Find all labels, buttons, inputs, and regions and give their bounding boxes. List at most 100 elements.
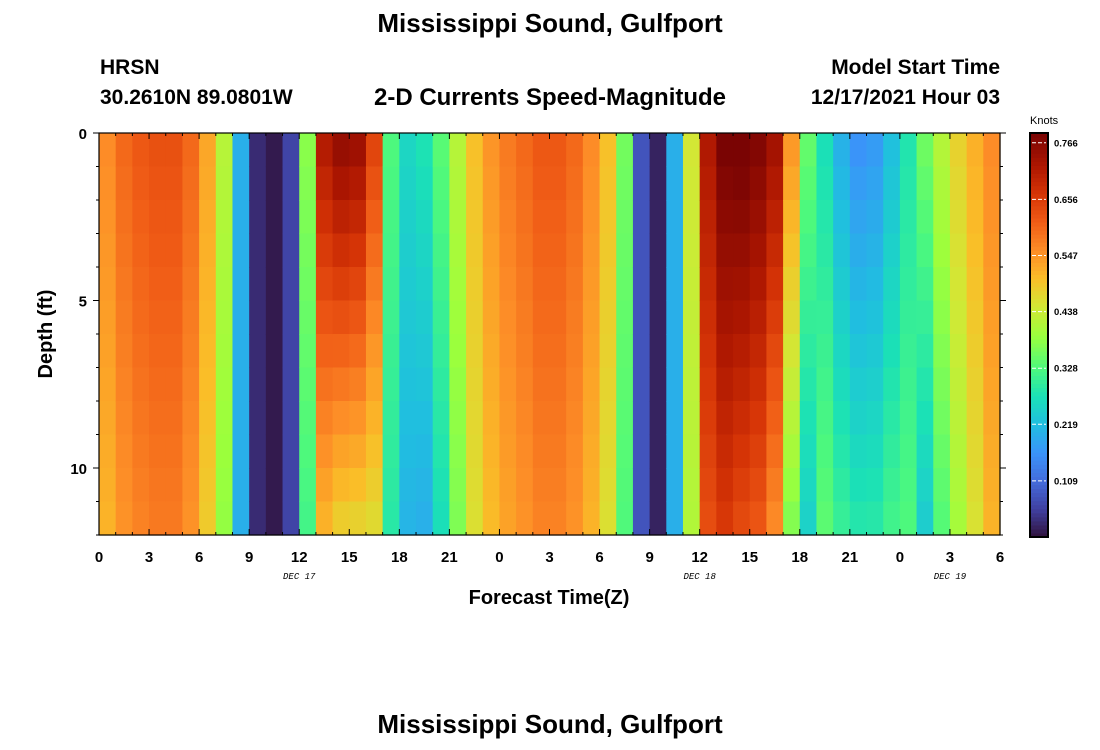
heatmap-cell [165,200,184,235]
colorbar-segment [1030,500,1048,506]
heatmap-cell [666,501,684,536]
heatmap-cell [766,133,784,168]
heatmap-cell [949,367,968,402]
heatmap-cell [265,501,284,536]
heatmap-cell [983,501,1001,536]
heatmap-cell [132,401,150,436]
heatmap-cell [416,300,434,335]
heatmap-cell [399,468,417,503]
colorbar-segment [1030,157,1048,162]
heatmap-cell [933,166,951,201]
heatmap-cell [365,166,384,201]
heatmap-cell [716,468,734,503]
heatmap-cell [199,434,217,469]
heatmap-cell [232,233,250,268]
heatmap-cell [332,133,350,168]
colorbar-segment [1030,217,1048,223]
heatmap-cell [716,133,734,168]
heatmap-cell [983,468,1001,503]
heatmap-cell [365,233,384,268]
heatmap-cell [883,133,901,168]
heatmap-cell [182,468,200,503]
heatmap-cell [199,267,217,302]
heatmap-cell [933,468,951,503]
heatmap-cell [115,133,133,168]
heatmap-cell [532,367,551,402]
heatmap-cell [916,468,934,503]
heatmap-cell [182,501,200,536]
heatmap-cell [432,166,450,201]
heatmap-cell [733,468,751,503]
heatmap-cell [482,133,501,168]
x-tick-label: 12 [691,549,708,566]
heatmap-cell [916,233,934,268]
heatmap-cell [849,133,868,168]
colorbar-segment [1030,407,1048,413]
heatmap-cell [783,434,801,469]
heatmap-cell [399,233,417,268]
heatmap-cell [716,233,734,268]
colorbar-segment [1030,488,1048,494]
x-tick-label: 0 [896,549,904,566]
heatmap-cell [566,501,584,536]
heatmap-cell [165,434,184,469]
heatmap-cell [666,468,684,503]
heatmap-cell [199,334,217,369]
heatmap-cell [199,200,217,235]
colorbar-segment [1030,270,1048,275]
heatmap-cell [99,434,117,469]
heatmap-cell [666,133,684,168]
heatmap-cell [816,401,834,436]
colorbar-segment [1030,306,1048,312]
heatmap-cell [532,334,551,369]
heatmap-cell [199,468,217,503]
heatmap-cell [516,200,534,235]
heatmap-cell [582,200,601,235]
heatmap-cell [165,468,184,503]
heatmap-cell [299,200,317,235]
heatmap-cell [966,133,984,168]
heatmap-cell [849,501,868,536]
heatmap-cell [99,468,117,503]
heatmap-cell [499,434,517,469]
heatmap-cell [666,367,684,402]
heatmap-cell [616,334,634,369]
heatmap-cell [99,133,117,168]
colorbar-segment [1030,456,1048,461]
heatmap-cell [566,468,584,503]
heatmap-cell [365,468,384,503]
station-code: HRSN [100,56,160,79]
heatmap-cell [332,200,350,235]
colorbar-segment [1030,290,1048,296]
heatmap-cell [115,367,133,402]
heatmap-cell [466,367,484,402]
heatmap-cell [666,166,684,201]
heatmap-cell [432,334,450,369]
heatmap-cell [365,501,384,536]
heatmap-cell [215,267,234,302]
colorbar-segment [1030,282,1048,288]
colorbar-segment [1030,383,1048,389]
heatmap-cell [582,501,601,536]
heatmap-cell [265,233,284,268]
colorbar-segment [1030,512,1048,518]
heatmap-cell [149,334,167,369]
heatmap-cell [332,468,350,503]
heatmap-cell [799,233,818,268]
heatmap-cell [716,334,734,369]
heatmap-cell [365,133,384,168]
heatmap-cell [215,501,234,536]
heatmap-cell [215,334,234,369]
x-axis-label: Forecast Time(Z) [469,587,630,609]
heatmap-cell [582,401,601,436]
colorbar-segment [1030,169,1048,174]
heatmap-cell [632,300,651,335]
heatmap-cell [849,434,868,469]
heatmap-cell [649,300,667,335]
heatmap-cell [482,166,501,201]
heatmap-cell [616,300,634,335]
heatmap-cell [983,267,1001,302]
heatmap-cell [466,267,484,302]
heatmap-cell [949,300,968,335]
heatmap-cell [799,166,818,201]
